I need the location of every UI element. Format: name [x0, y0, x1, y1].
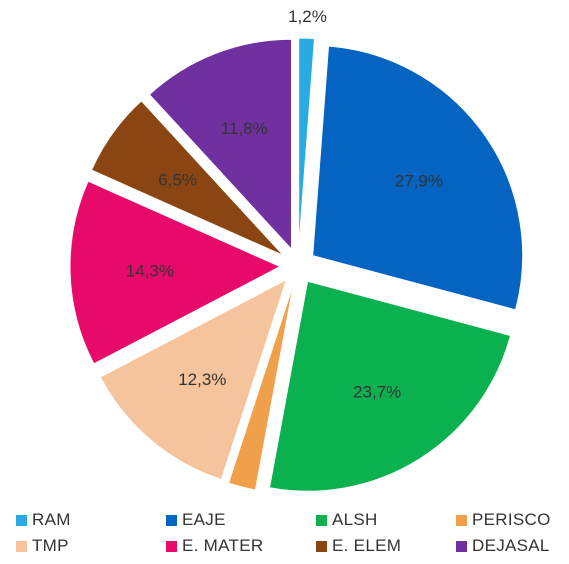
legend-label: PERISCO	[472, 510, 551, 529]
slice-e-elem	[90, 100, 284, 256]
legend-item-eaje: EAJE	[166, 510, 316, 530]
legend-item-ram: RAM	[16, 510, 166, 530]
data-label-tmp: 12,3%	[178, 370, 226, 389]
slice-perisco	[227, 283, 295, 491]
legend-item-alsh: ALSH	[316, 510, 456, 530]
legend-label: EAJE	[182, 510, 226, 529]
legend: RAM EAJE ALSH PERISCO TMP E. MATER E. ELEM DEJA…	[16, 510, 566, 556]
legend-swatch	[166, 514, 177, 526]
legend-swatch	[16, 514, 27, 526]
legend-label: DEJASAL	[472, 536, 550, 555]
legend-swatch	[316, 540, 327, 552]
legend-swatch	[456, 514, 467, 526]
data-label-perisco: 2,1%	[217, 499, 256, 500]
data-label-ram: 1,2%	[288, 7, 327, 26]
legend-label: ALSH	[332, 510, 378, 529]
legend-swatch	[166, 540, 177, 552]
pie-slices	[69, 37, 524, 492]
legend-item-perisco: PERISCO	[456, 510, 569, 530]
legend-label: E. ELEM	[332, 536, 402, 555]
legend-swatch	[16, 540, 27, 552]
legend-label: TMP	[32, 536, 69, 555]
legend-swatch	[316, 514, 327, 526]
data-label-eaje: 27,9%	[395, 171, 443, 190]
legend-swatch	[456, 540, 467, 552]
data-label-alsh: 23,7%	[353, 382, 401, 401]
data-label-dejasal: 11,8%	[221, 119, 268, 138]
data-label-e-mater: 14,3%	[126, 262, 174, 281]
legend-label: RAM	[32, 510, 71, 529]
slice-ram	[298, 37, 316, 249]
legend-item-e-elem: E. ELEM	[316, 536, 456, 556]
slice-e-mater	[69, 180, 282, 365]
slice-dejasal	[148, 38, 292, 251]
legend-item-dejasal: DEJASAL	[456, 536, 569, 556]
slice-alsh	[268, 280, 512, 492]
slice-eaje	[312, 45, 524, 311]
legend-item-e-mater: E. MATER	[166, 536, 316, 556]
pie-labels: 1,2% 27,9% 23,7% 2,1% 12,3% 14,3% 6,5% 11,8%	[126, 7, 443, 500]
pie-chart: 1,2% 27,9% 23,7% 2,1% 12,3% 14,3% 6,5% 11,8%	[69, 7, 524, 500]
data-label-e-elem: 6,5%	[158, 170, 197, 189]
slice-tmp	[99, 278, 288, 481]
legend-label: E. MATER	[182, 536, 264, 555]
legend-item-tmp: TMP	[16, 536, 166, 556]
